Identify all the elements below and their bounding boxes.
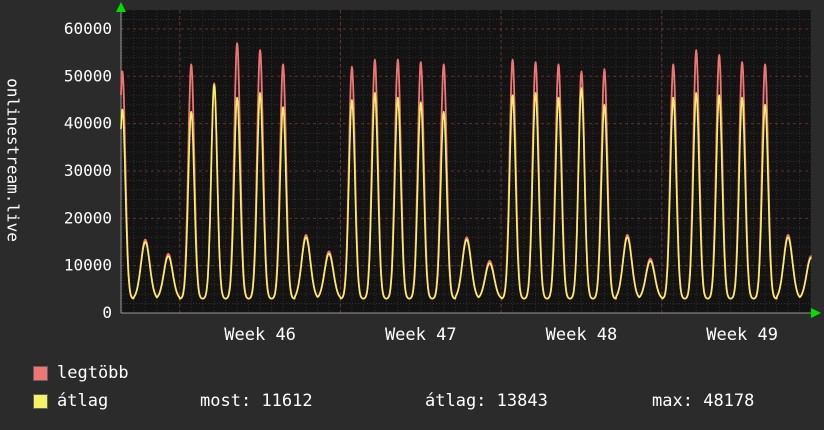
y-tick-label: 30000: [64, 161, 112, 180]
x-tick-label: Week 47: [385, 325, 457, 345]
stat-most: most: 11612: [200, 391, 313, 411]
y-tick-label: 60000: [64, 19, 112, 38]
legend-swatch-legtobb: [33, 366, 48, 381]
stat-atlag: átlag: 13843: [425, 391, 548, 411]
y-tick-label: 50000: [64, 66, 112, 85]
series-line-legtobb: [120, 42, 812, 300]
stat-most-label: most:: [200, 391, 252, 411]
stat-max: max: 48178: [652, 391, 754, 411]
x-tick-label: Week 49: [706, 325, 778, 345]
stat-atlag-label: átlag:: [425, 391, 487, 411]
x-tick-label: Week 48: [546, 325, 618, 345]
x-tick-label: Week 46: [224, 325, 296, 345]
y-axis-arrow-icon: [116, 2, 126, 12]
stat-max-label: max:: [652, 391, 693, 411]
y-tick-label: 20000: [64, 208, 112, 227]
legend-swatch-atlag: [33, 394, 48, 409]
stat-max-value: 48178: [703, 391, 755, 411]
x-axis-arrow-icon: [811, 308, 821, 318]
vertical-axis-label: onlinestream.live: [3, 78, 23, 242]
stat-most-value: 11612: [261, 391, 313, 411]
stat-atlag-value: 13843: [496, 391, 548, 411]
legend-label-atlag: átlag: [57, 391, 109, 411]
legend-label-legtobb: legtöbb: [57, 363, 129, 383]
series-line-atlag: [120, 84, 812, 300]
y-tick-label: 0: [102, 303, 112, 322]
y-tick-label: 10000: [64, 256, 112, 275]
y-tick-label: 40000: [64, 114, 112, 133]
